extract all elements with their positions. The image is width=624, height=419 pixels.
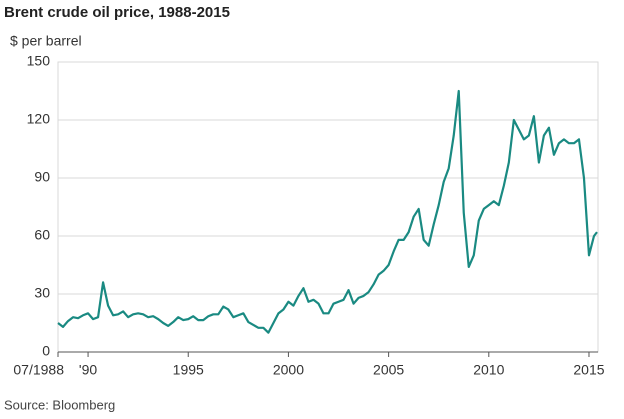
x-tick-label: 2010 <box>473 362 504 378</box>
price-line <box>57 89 598 334</box>
y-tick-label: 60 <box>34 227 50 243</box>
x-tick-label: 2015 <box>573 362 604 378</box>
y-tick-label: 30 <box>34 285 50 301</box>
x-tick-label: 2000 <box>273 362 304 378</box>
x-tick-label: 2005 <box>373 362 404 378</box>
y-tick-label: 150 <box>27 53 51 69</box>
y-axis-label: $ per barrel <box>10 33 82 49</box>
x-tick-label: 1995 <box>173 362 204 378</box>
x-tick-label: 07/1988 <box>13 362 64 378</box>
y-tick-label: 120 <box>27 111 51 127</box>
y-tick-label: 0 <box>42 343 50 359</box>
y-tick-label: 90 <box>34 169 50 185</box>
source: Source: Bloomberg <box>4 397 115 412</box>
plot-frame <box>57 61 599 353</box>
chart-title: Brent crude oil price, 1988-2015 <box>4 4 230 21</box>
x-tick-label: '90 <box>79 362 97 378</box>
